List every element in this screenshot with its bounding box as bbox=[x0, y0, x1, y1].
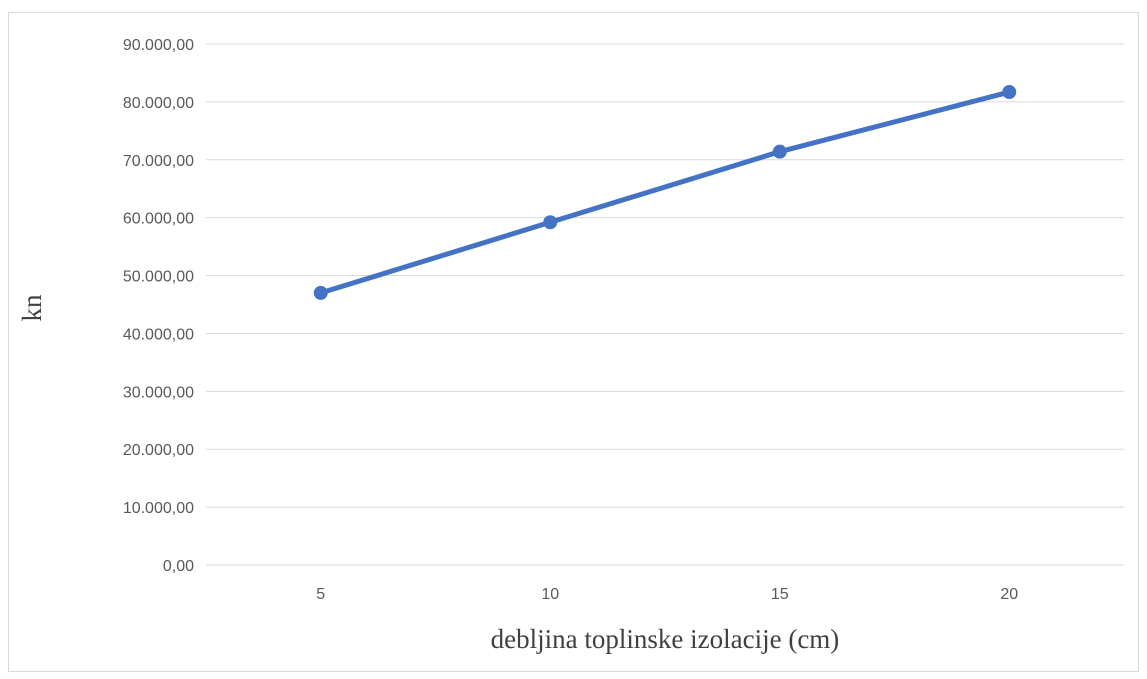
x-axis-tick-labels: 5 10 15 20 bbox=[316, 586, 1018, 603]
y-axis-title: kn bbox=[17, 294, 47, 322]
y-tick-label: 30.000,00 bbox=[123, 384, 194, 401]
y-tick-label: 20.000,00 bbox=[123, 442, 194, 459]
y-tick-label: 80.000,00 bbox=[123, 95, 194, 112]
y-tick-label: 40.000,00 bbox=[123, 326, 194, 343]
data-series bbox=[313, 85, 1017, 300]
series-line bbox=[318, 89, 1012, 296]
y-axis-tick-labels: 0,00 10.000,00 20.000,00 30.000,00 40.000,00… bbox=[123, 37, 194, 575]
line-chart: 0,00 10.000,00 20.000,00 30.000,00 40.000,00… bbox=[17, 37, 1124, 654]
chart-area: 0,00 10.000,00 20.000,00 30.000,00 40.000,00… bbox=[8, 12, 1139, 672]
y-tick-label: 0,00 bbox=[163, 558, 194, 575]
x-tick-label: 5 bbox=[316, 586, 325, 603]
x-tick-label: 20 bbox=[1000, 586, 1018, 603]
data-point bbox=[313, 285, 328, 300]
y-tick-label: 10.000,00 bbox=[123, 500, 194, 517]
gridlines bbox=[206, 43, 1124, 566]
data-point bbox=[543, 215, 558, 230]
y-tick-label: 90.000,00 bbox=[123, 37, 194, 54]
x-axis-title: debljina toplinske izolacije (cm) bbox=[491, 624, 840, 654]
x-tick-label: 10 bbox=[541, 586, 559, 603]
y-tick-label: 50.000,00 bbox=[123, 269, 194, 286]
x-tick-label: 15 bbox=[771, 586, 789, 603]
data-point bbox=[1002, 85, 1017, 100]
y-tick-label: 70.000,00 bbox=[123, 153, 194, 170]
y-tick-label: 60.000,00 bbox=[123, 211, 194, 228]
data-point bbox=[772, 144, 787, 159]
